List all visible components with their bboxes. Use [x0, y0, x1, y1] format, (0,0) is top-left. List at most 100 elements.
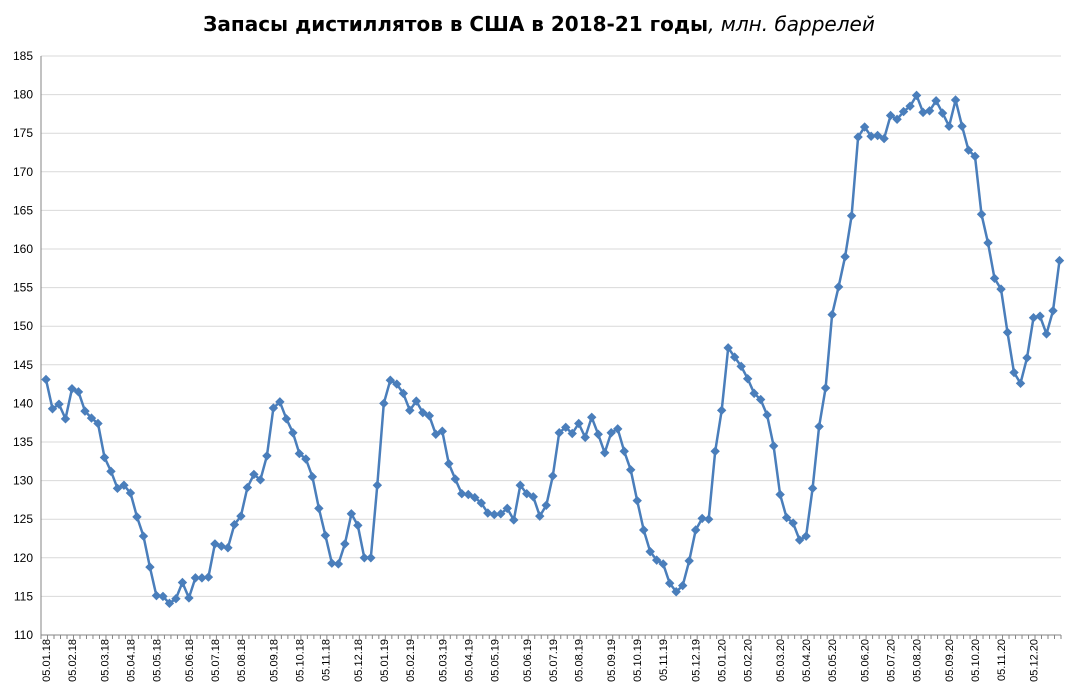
- data-point: [457, 489, 467, 499]
- data-point: [807, 483, 818, 494]
- data-point: [580, 432, 590, 443]
- data-point: [554, 428, 564, 438]
- data-point: [626, 465, 636, 475]
- data-point: [651, 555, 662, 565]
- data-point: [970, 151, 980, 162]
- data-point: [697, 513, 707, 524]
- data-point: [106, 466, 116, 477]
- data-point: [918, 107, 928, 118]
- data-point: [963, 145, 974, 155]
- x-tick-label: 05.05.19: [489, 639, 501, 682]
- data-point: [476, 498, 486, 508]
- y-tick-label: 110: [14, 628, 33, 642]
- data-point: [749, 388, 759, 399]
- data-point: [587, 412, 597, 423]
- data-point: [236, 511, 246, 521]
- data-point: [768, 441, 779, 451]
- data-point: [690, 525, 701, 535]
- x-tick-label: 05.01.18: [41, 639, 53, 682]
- y-tick-label: 165: [13, 203, 33, 217]
- x-tick-label: 05.07.20: [886, 639, 898, 682]
- data-point: [742, 373, 753, 384]
- data-point: [125, 488, 136, 498]
- x-tick-label: 05.04.19: [463, 639, 475, 682]
- data-point: [905, 101, 915, 111]
- data-point: [1048, 306, 1058, 316]
- data-point: [60, 414, 71, 424]
- x-tick-label: 05.03.20: [775, 639, 787, 682]
- x-tick-label: 05.02.20: [743, 639, 755, 682]
- data-point: [684, 556, 694, 566]
- data-point: [229, 519, 240, 530]
- data-point: [463, 489, 474, 500]
- data-point: [93, 418, 103, 429]
- y-tick-label: 125: [13, 512, 33, 526]
- x-tick-label: 05.07.18: [210, 639, 222, 682]
- y-tick-label: 155: [13, 281, 33, 295]
- data-point: [710, 446, 720, 456]
- x-tick-label: 05.05.18: [151, 639, 163, 682]
- data-point: [242, 482, 253, 493]
- data-point: [879, 133, 889, 144]
- data-point: [275, 397, 285, 407]
- data-point: [86, 413, 97, 423]
- data-point: [177, 577, 188, 588]
- data-point: [359, 553, 370, 563]
- data-point: [957, 121, 967, 131]
- x-tick-label: 05.07.19: [548, 639, 560, 682]
- x-tick-label: 05.10.19: [632, 639, 644, 682]
- data-point: [444, 458, 454, 469]
- x-tick-label: 05.05.20: [827, 639, 839, 682]
- data-point: [67, 384, 77, 394]
- x-tick-label: 05.12.19: [691, 639, 703, 682]
- data-point: [307, 472, 318, 482]
- x-tick-label: 05.04.18: [125, 639, 137, 682]
- x-tick-label: 05.11.20: [996, 639, 1008, 681]
- data-point: [385, 375, 396, 385]
- data-point: [736, 361, 746, 372]
- data-point: [944, 121, 954, 131]
- data-point: [1015, 378, 1026, 389]
- data-point: [613, 424, 623, 434]
- data-point: [398, 388, 409, 399]
- x-tick-label: 05.03.18: [99, 639, 111, 682]
- data-point: [41, 374, 51, 385]
- data-point: [190, 573, 201, 583]
- data-point: [515, 480, 525, 490]
- data-point: [755, 394, 766, 405]
- y-tick-label: 145: [13, 358, 33, 372]
- x-tick-label: 05.01.19: [379, 639, 391, 682]
- data-point: [262, 451, 272, 461]
- data-point: [1035, 311, 1045, 321]
- data-point: [314, 503, 324, 514]
- data-point: [853, 132, 863, 142]
- chart-title: Запасы дистиллятов в США в 2018-21 годы,…: [0, 12, 1078, 36]
- data-point: [729, 352, 740, 362]
- data-point: [645, 546, 655, 557]
- data-point: [333, 559, 344, 569]
- data-point: [138, 531, 149, 541]
- data-point: [872, 130, 883, 141]
- chart-title-unit: , млн. баррелей: [708, 12, 875, 36]
- x-tick-label: 05.01.20: [717, 639, 729, 682]
- data-point: [509, 515, 519, 525]
- data-point: [73, 387, 84, 397]
- data-point: [801, 531, 811, 541]
- data-point: [80, 406, 90, 416]
- data-point: [54, 399, 64, 409]
- data-point: [522, 489, 532, 499]
- x-tick-label: 05.12.20: [1029, 639, 1041, 682]
- y-tick-label: 120: [13, 551, 33, 565]
- data-point: [976, 209, 987, 219]
- data-point: [600, 448, 610, 458]
- data-point: [840, 252, 850, 262]
- data-point: [535, 511, 545, 521]
- data-point: [249, 469, 259, 480]
- data-point: [937, 108, 948, 118]
- data-point: [528, 492, 538, 502]
- data-point: [470, 492, 480, 503]
- data-point: [346, 509, 357, 519]
- x-tick-label: 05.02.19: [405, 639, 417, 682]
- data-point: [353, 520, 363, 531]
